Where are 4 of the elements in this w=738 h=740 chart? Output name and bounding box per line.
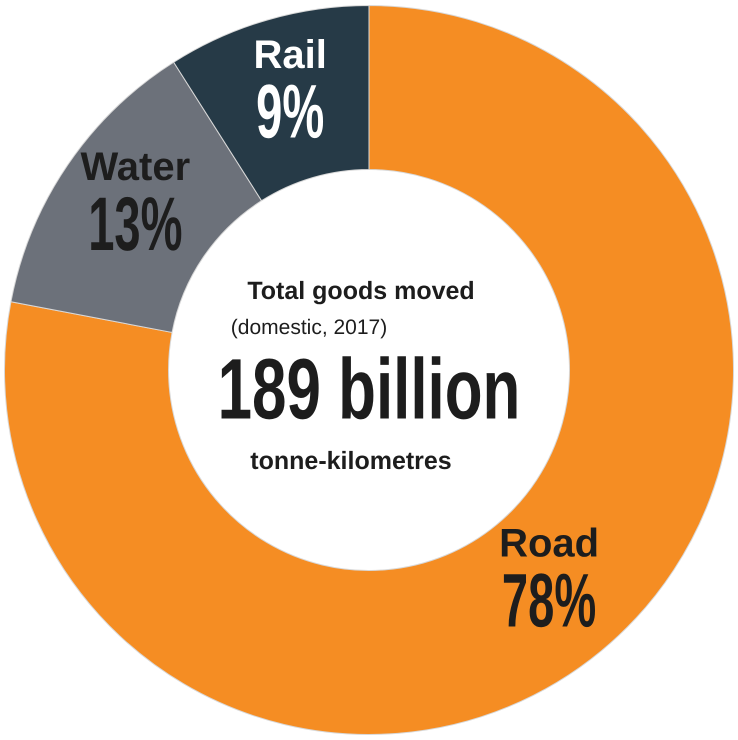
text: tonne-kilometres (250, 446, 452, 475)
text: Total goods moved (247, 276, 475, 305)
text: 189 billion (218, 340, 520, 438)
text: (domestic, 2017) (230, 316, 388, 339)
